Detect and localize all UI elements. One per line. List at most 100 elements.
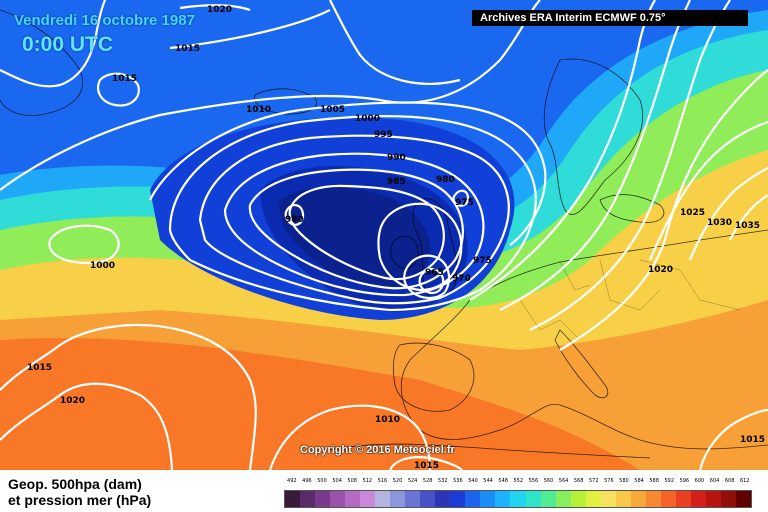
isobar-985 xyxy=(248,168,464,290)
isobar-label: 1000 xyxy=(90,261,115,271)
color-scale-swatch xyxy=(420,491,436,507)
color-scale-value: 516 xyxy=(377,478,388,484)
color-scale-swatch xyxy=(735,491,751,507)
isobar-label: 1025 xyxy=(680,208,705,218)
color-scale-value: 528 xyxy=(422,478,433,484)
color-scale-value: 600 xyxy=(694,478,705,484)
color-scale-value: 588 xyxy=(649,478,659,484)
color-scale-value: 592 xyxy=(664,478,674,484)
isobar-label: 985 xyxy=(387,177,406,187)
isobar-label: 1000 xyxy=(355,114,380,124)
border-1 xyxy=(519,299,581,341)
border-3 xyxy=(639,259,741,311)
isobar-label: 1015 xyxy=(414,461,439,470)
isobar-1015-n xyxy=(169,9,331,50)
color-scale-value: 572 xyxy=(588,478,599,484)
color-scale-swatch xyxy=(570,491,586,507)
color-scale-swatch xyxy=(675,491,691,507)
color-scale-swatch xyxy=(660,491,676,507)
isobar-label: 1005 xyxy=(320,105,345,115)
color-scale-swatch xyxy=(555,491,571,507)
color-scale-swatch xyxy=(345,491,361,507)
color-scale-swatch xyxy=(480,491,496,507)
color-scale-value: 584 xyxy=(634,478,644,484)
isobar-980-loop xyxy=(284,204,305,226)
color-scale-value: 512 xyxy=(362,478,373,484)
color-scale: 492 496 500 504 508 512 516 520 524 528 532 536 540 5… xyxy=(284,478,752,508)
color-scale-swatch xyxy=(495,491,511,507)
isobar-label: 1015 xyxy=(740,435,765,445)
color-scale-value: 540 xyxy=(468,478,478,484)
isobar-e-3 xyxy=(529,0,731,331)
isobar-975-loop xyxy=(452,189,470,207)
color-scale-value: 524 xyxy=(407,478,418,484)
isobar-965 xyxy=(418,268,445,295)
color-scale-value: 556 xyxy=(528,478,539,484)
border-2 xyxy=(599,259,661,311)
isobar-1020-e xyxy=(559,69,768,351)
color-scale-value: 536 xyxy=(453,478,463,484)
color-scale-swatch xyxy=(705,491,721,507)
color-scale-value: 544 xyxy=(483,478,493,484)
isobar-1015-sw xyxy=(0,323,257,470)
iberia-coast xyxy=(393,342,475,412)
isobar-1015-s xyxy=(389,456,463,470)
isobar-label: 1010 xyxy=(246,105,271,115)
color-scale-value: 568 xyxy=(573,478,584,484)
isobar-label: 965 xyxy=(425,268,444,278)
color-scale-value: 608 xyxy=(724,478,735,484)
color-scale-swatch xyxy=(465,491,481,507)
color-scale-value: 504 xyxy=(332,478,342,484)
borders xyxy=(519,259,741,341)
isobar-n-2 xyxy=(0,0,107,88)
color-scale-value: 500 xyxy=(317,478,327,484)
color-scale-value: 576 xyxy=(604,478,614,484)
isobar-990 xyxy=(223,152,485,297)
color-scale-value: 492 xyxy=(287,478,297,484)
scandinavia-coast xyxy=(543,58,643,215)
isobar-1010 xyxy=(0,0,541,191)
isobar-1015-nw-loop xyxy=(97,72,140,107)
isobar-label: 1020 xyxy=(207,5,232,15)
color-scale-swatch xyxy=(645,491,661,507)
africa-coast xyxy=(329,443,651,459)
italy-coast xyxy=(554,329,609,399)
color-scale-swatch xyxy=(690,491,706,507)
color-scale-swatch xyxy=(330,491,346,507)
continent-coast xyxy=(400,229,768,450)
color-scale-swatch xyxy=(435,491,451,507)
ireland-coast xyxy=(390,236,419,269)
color-scale-value: 580 xyxy=(619,478,629,484)
color-scale-swatch xyxy=(510,491,526,507)
color-scale-swatch xyxy=(285,491,301,507)
isobar-label: 1010 xyxy=(375,415,400,425)
isobar-label: 1020 xyxy=(60,396,85,406)
isobar-label: 1020 xyxy=(648,265,673,275)
isobar-1035-e xyxy=(729,194,768,241)
isobars xyxy=(0,0,768,470)
color-scale-value: 560 xyxy=(543,478,554,484)
isobar-label: 995 xyxy=(374,130,393,140)
color-scale-value: 548 xyxy=(498,478,508,484)
color-scale-value: 596 xyxy=(679,478,690,484)
isobar-label: 975 xyxy=(473,256,492,266)
color-scale-swatch xyxy=(630,491,646,507)
isobar-1000-w xyxy=(48,224,120,265)
color-scale-value: 520 xyxy=(392,478,403,484)
color-scale-swatch xyxy=(360,491,376,507)
date-title: Vendredi 16 octobre 1987 xyxy=(14,12,195,29)
copyright-notice: Copyright © 2016 Meteociel.fr xyxy=(300,444,455,456)
isobar-label: 1015 xyxy=(112,74,137,84)
color-scale-swatch xyxy=(300,491,316,507)
color-scale-swatch xyxy=(450,491,466,507)
border-4 xyxy=(559,261,591,291)
legend-title-pressure: et pression mer (hPa) xyxy=(8,492,152,508)
legend-title-geopotential: Geop. 500hpa (dam) xyxy=(8,476,142,492)
color-scale-bar xyxy=(284,490,752,508)
isobar-label: 980 xyxy=(436,175,455,185)
color-scale-swatch xyxy=(720,491,736,507)
color-scale-value: 496 xyxy=(302,478,312,484)
map-svg: 1020 1015 1015 1010 1005 1000 995 990 98… xyxy=(0,0,768,470)
isobar-1020-sw xyxy=(0,382,174,470)
isobar-labels: 1020 1015 1015 1010 1005 1000 995 990 98… xyxy=(27,5,765,470)
